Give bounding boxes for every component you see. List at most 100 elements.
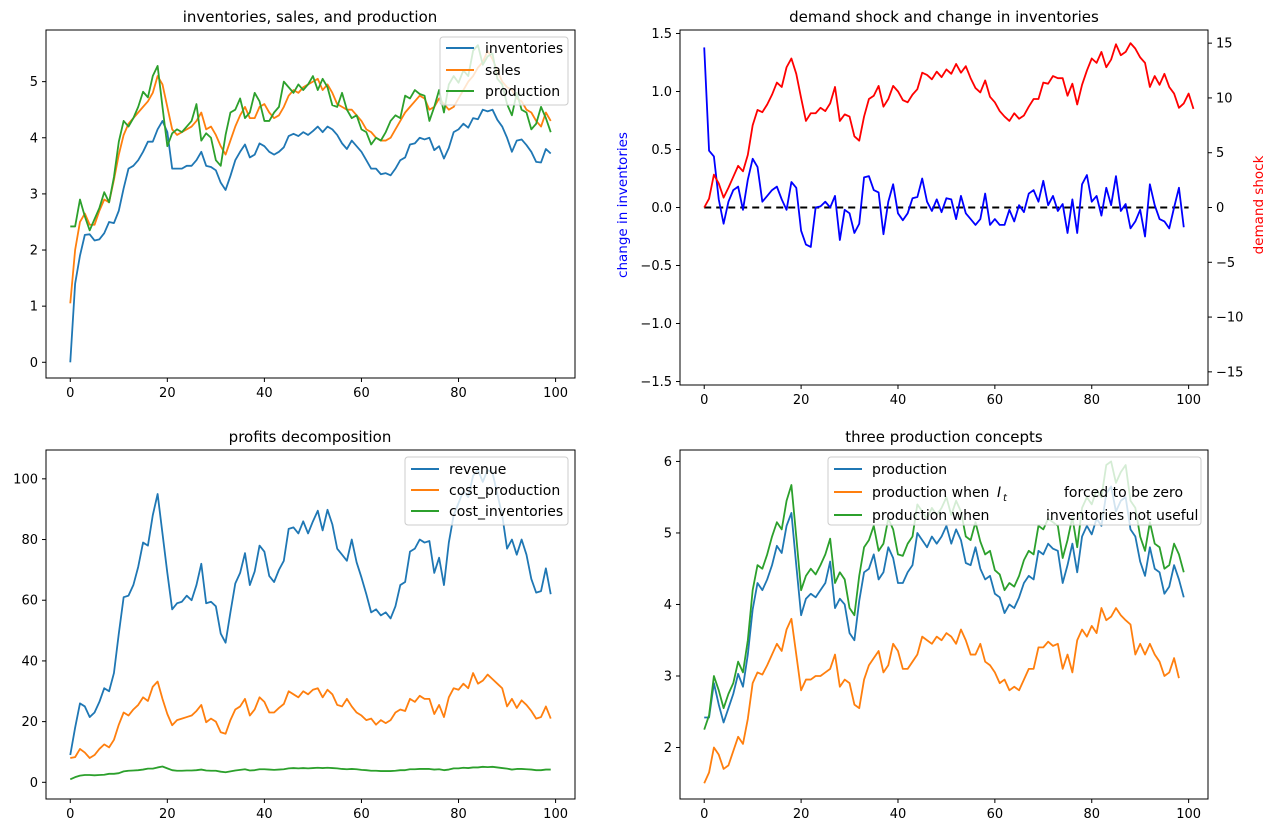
panel1-x-tick-label: 0 xyxy=(66,386,74,401)
panel1-y-tick-label: 2 xyxy=(30,244,38,259)
panel1-legend-label-inventories: inventories xyxy=(485,41,563,57)
panel1-x-tick-label: 60 xyxy=(353,386,370,401)
panel2-x-ticks: 0 20 40 60 80 100 xyxy=(700,385,1201,408)
panel3-y-tick-label: 0 xyxy=(30,776,38,791)
panel4-legend-label-zero-inventory-symbol: I xyxy=(997,485,1001,501)
panel4-y-tick-label: 5 xyxy=(664,526,672,541)
panel3-legend-label-cost-inventories: cost_inventories xyxy=(449,504,563,520)
panel4-legend-label-zero-inventory-subscript: t xyxy=(1003,493,1008,504)
panel4-x-tick-label: 20 xyxy=(793,807,810,822)
panel4-x-tick-label: 0 xyxy=(700,807,708,822)
panel3-x-tick-label: 100 xyxy=(543,807,568,822)
panel3-x-tick-label: 60 xyxy=(353,807,370,822)
panel2-x-tick-label: 80 xyxy=(1083,393,1100,408)
panel2-y-ticks-right: −15 −10 −5 0 5 10 15 xyxy=(1208,37,1243,380)
panel1-x-tick-label: 100 xyxy=(543,386,568,401)
panel3-legend-box xyxy=(404,456,569,526)
panel3-legend: revenue cost_production cost_inventories xyxy=(404,456,569,526)
panel1-y-tick-label: 4 xyxy=(30,131,38,146)
panel4-x-tick-label: 40 xyxy=(890,807,907,822)
panel4-y-tick-label: 2 xyxy=(664,741,672,756)
panel3-legend-label-revenue: revenue xyxy=(449,462,506,478)
panel4-legend-label-no-inventory-use-part2: inventories not useful xyxy=(1046,508,1198,524)
panel4-axes-frame xyxy=(679,449,1209,800)
panel4-x-tick-label: 60 xyxy=(987,807,1004,822)
panel1-title: inventories, sales, and production xyxy=(183,8,438,26)
panel3-axes-frame xyxy=(45,449,576,800)
panel3-x-ticks: 0 20 40 60 80 100 xyxy=(66,799,568,822)
panel1-x-tick-label: 40 xyxy=(256,386,273,401)
panel3-y-tick-label: 60 xyxy=(21,594,38,609)
panel2-y-right-tick-label: 15 xyxy=(1216,37,1233,52)
panel2-y-tick-label: 1.5 xyxy=(651,27,672,42)
panel2-y-right-tick-label: −5 xyxy=(1216,256,1235,271)
panel1-x-ticks: 0 20 40 60 80 100 xyxy=(66,378,568,401)
panel2-x-tick-label: 60 xyxy=(987,393,1004,408)
panel4-y-tick-label: 3 xyxy=(664,669,672,684)
panel2-y-tick-label: 0.5 xyxy=(651,143,672,158)
panel3-line-cost-inventories xyxy=(69,765,551,781)
panel-inventories-sales-production: inventories, sales, and production 0 20 40… xyxy=(30,8,576,401)
panel2-x-tick-label: 100 xyxy=(1176,393,1201,408)
panel1-line-inventories xyxy=(69,108,552,363)
panel4-y-tick-label: 6 xyxy=(664,455,672,470)
panel3-y-tick-label: 40 xyxy=(21,654,38,669)
panel1-y-ticks: 0 1 2 3 4 5 xyxy=(30,75,46,371)
panel2-y-right-tick-label: 10 xyxy=(1216,91,1233,106)
panel2-axes-frame xyxy=(679,29,1209,386)
panel-three-production-concepts: three production concepts 0 20 40 60 80 100 2… xyxy=(664,428,1209,822)
panel1-legend: inventories sales production xyxy=(439,36,569,106)
panel4-legend-label-zero-inventory-part1: production when xyxy=(872,485,994,501)
panel2-y-tick-label: 0.0 xyxy=(651,201,672,216)
panel3-line-cost-production xyxy=(70,672,552,759)
panel4-x-tick-label: 80 xyxy=(1083,807,1100,822)
panel4-title: three production concepts xyxy=(845,428,1043,446)
panel2-y-tick-label: −0.5 xyxy=(640,259,672,274)
panel2-y-right-tick-label: 5 xyxy=(1216,146,1224,161)
panel4-legend-label-zero-inventory-part2: forced to be zero xyxy=(1064,485,1183,501)
panel3-y-ticks: 0 20 40 60 80 100 xyxy=(13,472,46,791)
panel1-x-tick-label: 80 xyxy=(450,386,467,401)
panel1-legend-label-production: production xyxy=(485,84,560,100)
panel1-axes-frame xyxy=(45,29,576,379)
panel4-y-ticks: 2 3 4 5 6 xyxy=(664,455,680,756)
panel1-legend-box xyxy=(439,36,569,106)
panel3-x-tick-label: 40 xyxy=(256,807,273,822)
panel2-series xyxy=(703,42,1195,248)
panel2-y-tick-label: −1.5 xyxy=(640,375,672,390)
panel4-line-production-when-i-t-forced-to-be-zero xyxy=(703,607,1180,784)
panel3-y-tick-label: 80 xyxy=(21,533,38,548)
panel2-y-ticks: −1.5 −1.0 −0.5 0.0 0.5 1.0 1.5 xyxy=(640,27,680,390)
panel3-y-tick-label: 100 xyxy=(13,472,38,487)
panel2-x-tick-label: 20 xyxy=(793,393,810,408)
panel2-ylabel-right: demand shock xyxy=(1251,155,1267,254)
panel2-line-demand-shock xyxy=(703,42,1195,208)
panel3-x-tick-label: 0 xyxy=(66,807,74,822)
panel4-x-tick-label: 100 xyxy=(1176,807,1201,822)
panel1-y-tick-label: 3 xyxy=(30,187,38,202)
panel4-legend: production production when I t forced to… xyxy=(827,456,1202,526)
panel4-legend-label-production: production xyxy=(872,462,947,478)
panel2-y-right-tick-label: −10 xyxy=(1216,311,1243,326)
panel2-y-tick-label: 1.0 xyxy=(651,85,672,100)
panel2-x-tick-label: 0 xyxy=(700,393,708,408)
panel2-y-right-tick-label: −15 xyxy=(1216,365,1243,380)
panel3-legend-label-cost-production: cost_production xyxy=(449,483,560,499)
panel3-title: profits decomposition xyxy=(229,428,392,446)
panel4-y-tick-label: 4 xyxy=(664,598,672,613)
panel4-legend-label-no-inventory-use-part1: production when xyxy=(872,508,989,524)
panel2-y-tick-label: −1.0 xyxy=(640,317,672,332)
panel3-y-tick-label: 20 xyxy=(21,715,38,730)
panel-profits-decomposition: profits decomposition 0 20 40 60 80 100 0 20 40… xyxy=(13,428,576,822)
panel1-y-tick-label: 1 xyxy=(30,300,38,315)
panel1-legend-label-sales: sales xyxy=(485,63,521,79)
panel2-ylabel-left: change in inventories xyxy=(615,132,631,278)
panel4-legend-box xyxy=(827,456,1202,526)
panel2-line-change-in-inventories xyxy=(703,47,1185,248)
panel1-x-tick-label: 20 xyxy=(159,386,176,401)
panel3-x-tick-label: 80 xyxy=(450,807,467,822)
panel2-y-right-tick-label: 0 xyxy=(1216,201,1224,216)
panel3-x-tick-label: 20 xyxy=(159,807,176,822)
panel1-y-tick-label: 0 xyxy=(30,356,38,371)
